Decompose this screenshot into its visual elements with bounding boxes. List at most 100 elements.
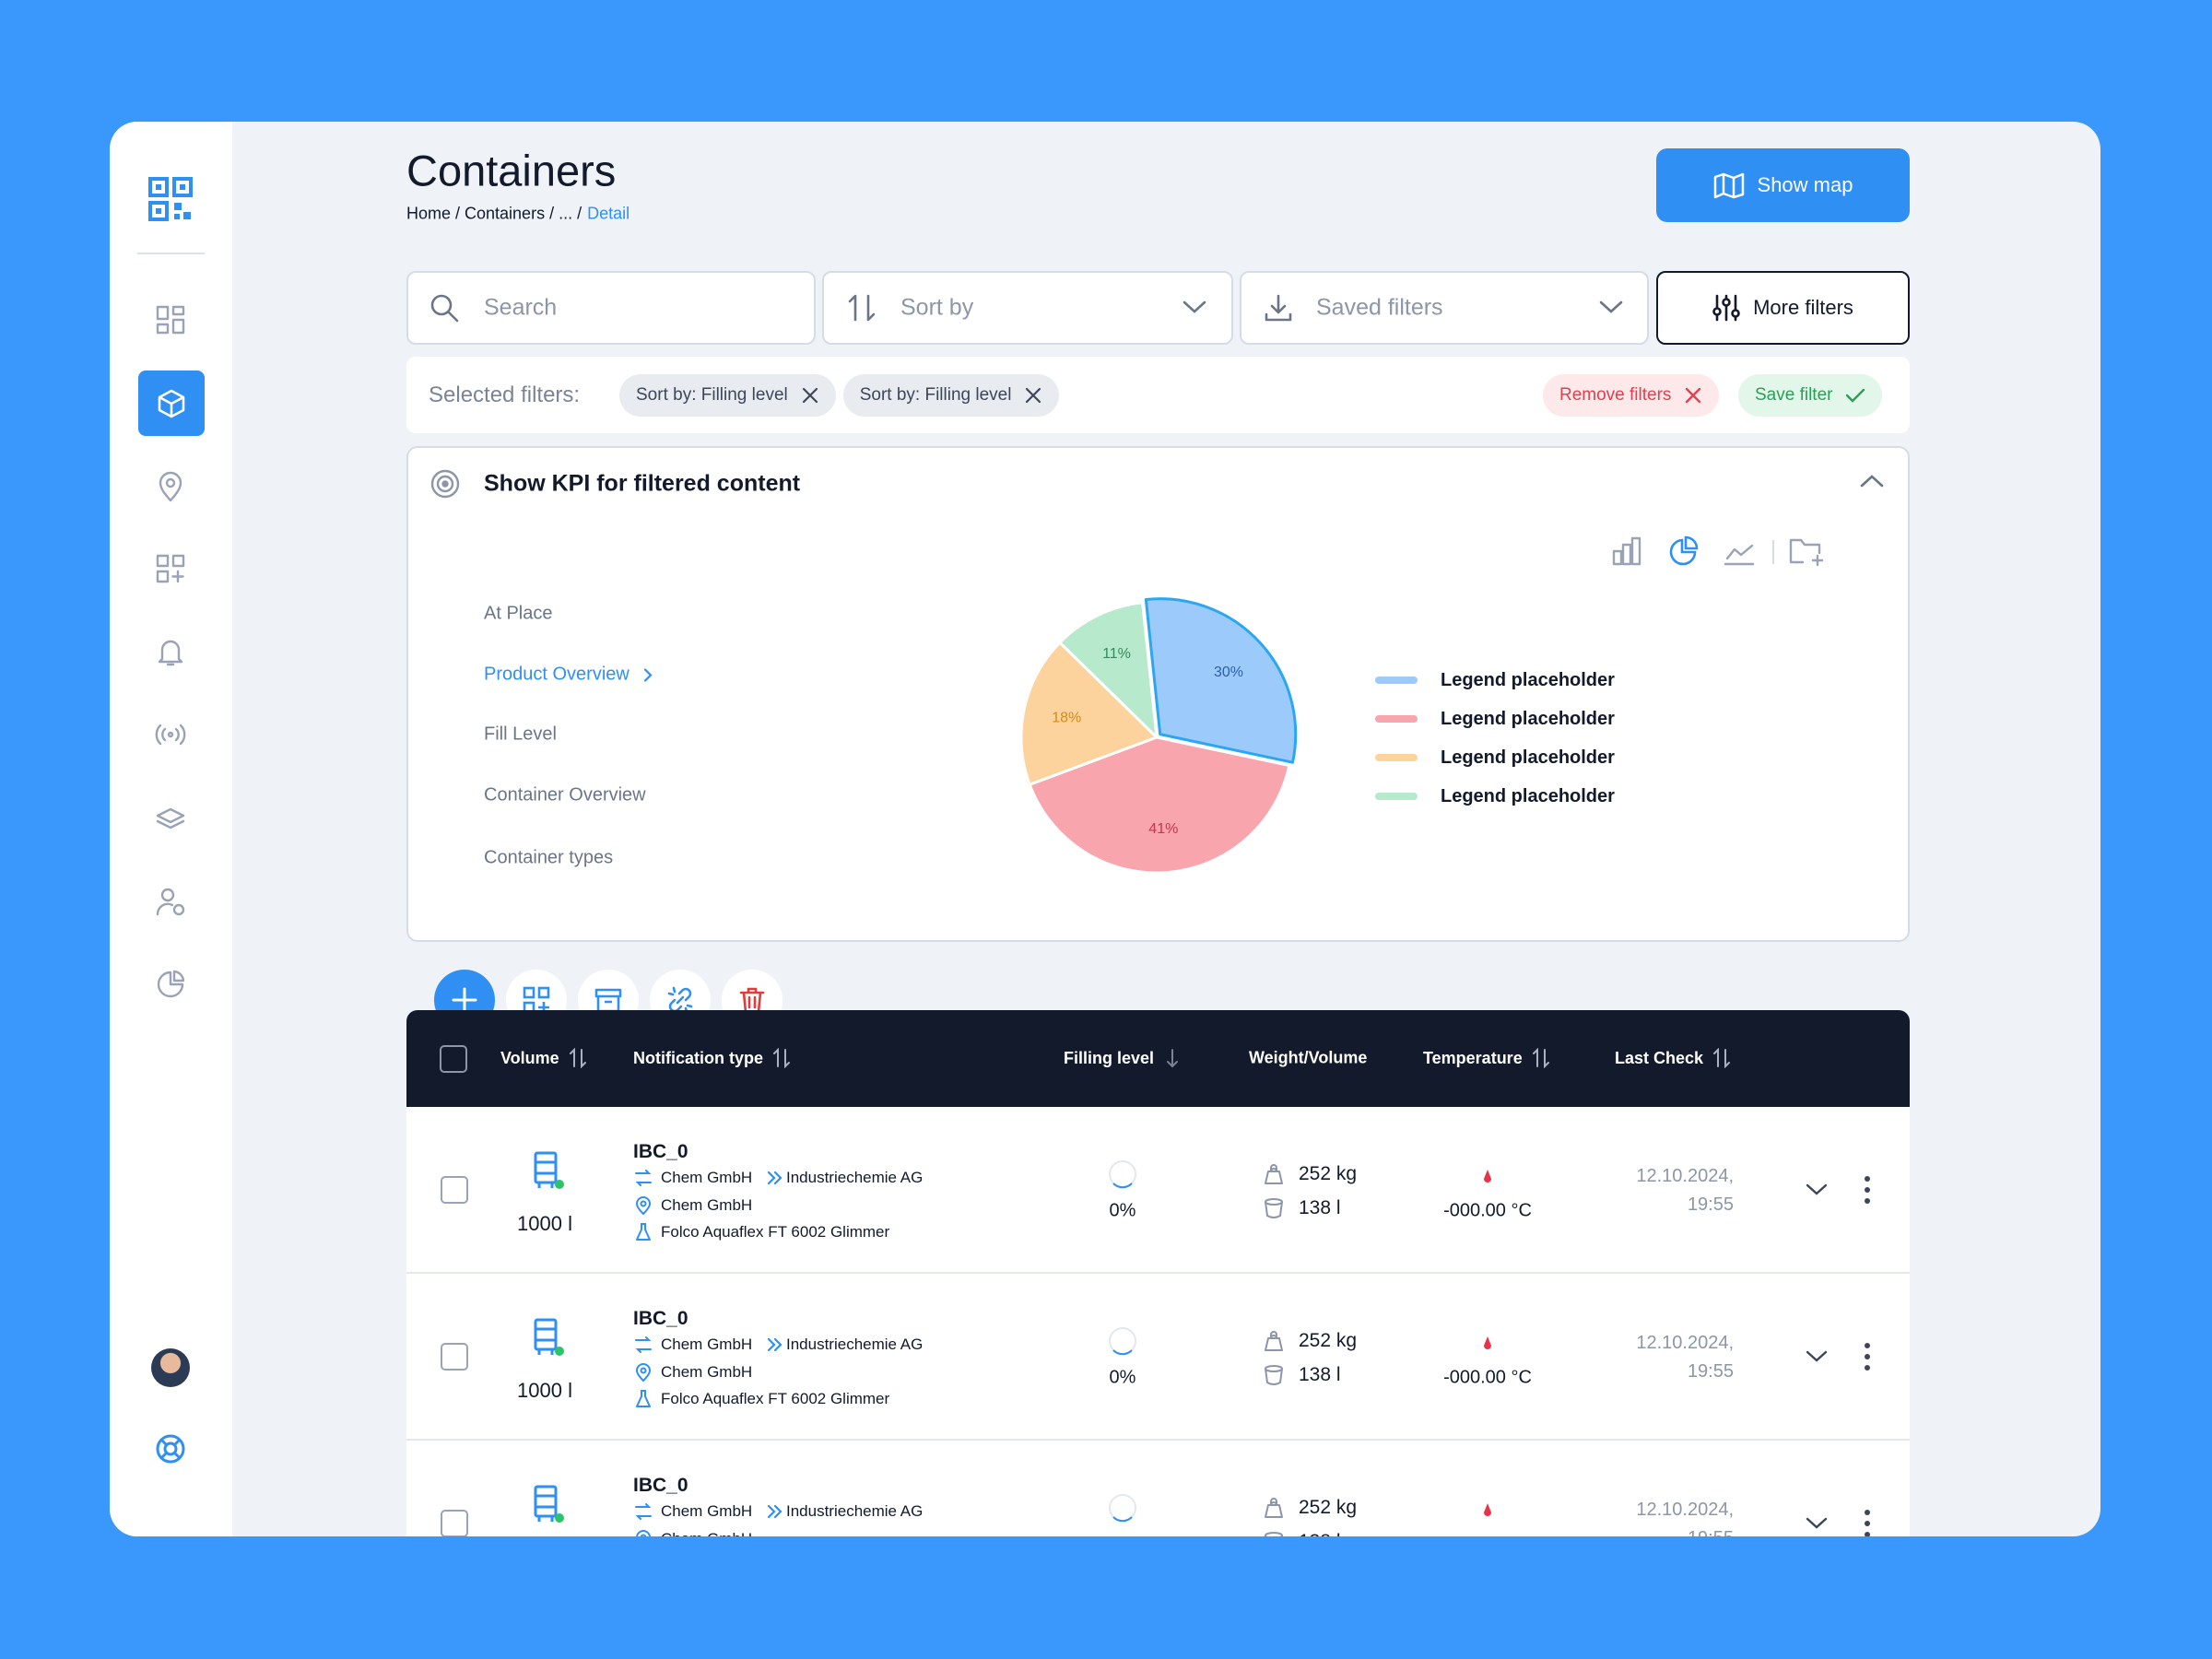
nav-dashboard[interactable] bbox=[154, 303, 187, 336]
nav-statistics[interactable] bbox=[154, 968, 187, 1001]
nav-locations[interactable] bbox=[154, 470, 187, 503]
kpi-menu-item[interactable]: At Place bbox=[484, 603, 553, 624]
route-arrow bbox=[767, 1171, 782, 1185]
content: 138 l bbox=[1299, 1531, 1341, 1536]
save-filter-button[interactable]: Save filter bbox=[1738, 374, 1883, 417]
search-input[interactable] bbox=[406, 271, 816, 345]
filling-gauge bbox=[1109, 1327, 1136, 1356]
filter-chip-label: Sort by: Filling level bbox=[636, 385, 788, 405]
column-header[interactable]: Weight/Volume bbox=[1249, 1049, 1367, 1068]
pie-value-label: 30% bbox=[1214, 665, 1243, 680]
legend-label: Legend placeholder bbox=[1441, 669, 1615, 690]
row-checkbox[interactable] bbox=[441, 1343, 468, 1371]
sliders-icon bbox=[1712, 294, 1740, 322]
location: Chem GmbH bbox=[661, 1530, 752, 1536]
user-avatar[interactable] bbox=[151, 1348, 190, 1387]
saved-filters-select[interactable] bbox=[1240, 271, 1649, 345]
sort-icon[interactable] bbox=[1532, 1048, 1550, 1068]
temperature-icon bbox=[1484, 1503, 1491, 1516]
column-header-label: Weight/Volume bbox=[1249, 1048, 1368, 1067]
pie-chart-icon[interactable] bbox=[1669, 535, 1699, 566]
selected-filters-label: Selected filters: bbox=[429, 382, 581, 407]
row-menu[interactable] bbox=[1863, 1342, 1872, 1371]
show-map-button[interactable]: Show map bbox=[1656, 148, 1910, 222]
legend-item: Legend placeholder bbox=[1375, 738, 1615, 777]
sort-icon[interactable] bbox=[772, 1048, 791, 1068]
row-menu[interactable] bbox=[1863, 1509, 1872, 1536]
nav-add-widgets[interactable] bbox=[154, 552, 187, 585]
kpi-menu-item[interactable]: Container types bbox=[484, 847, 614, 868]
kpi-menu-item[interactable]: Fill Level bbox=[484, 724, 557, 745]
column-header[interactable]: Notification type bbox=[633, 1048, 791, 1068]
search-placeholder: Search bbox=[484, 294, 558, 321]
sort-icon[interactable] bbox=[1163, 1048, 1182, 1068]
saved-chevron bbox=[1599, 300, 1623, 313]
check-icon bbox=[1846, 388, 1865, 403]
filter-chip[interactable]: Sort by: Filling level bbox=[842, 374, 1060, 417]
content: 138 l bbox=[1299, 1197, 1341, 1218]
content-icon bbox=[1265, 1532, 1283, 1536]
nav-sensors[interactable] bbox=[154, 718, 187, 751]
legend-swatch bbox=[1375, 754, 1418, 761]
row-menu[interactable] bbox=[1863, 1175, 1872, 1205]
expand-chevron[interactable] bbox=[1805, 1182, 1829, 1198]
sort-icon[interactable] bbox=[1712, 1048, 1731, 1068]
container-icon bbox=[534, 1318, 564, 1356]
select-all-checkbox[interactable] bbox=[440, 1045, 467, 1073]
expand-chevron[interactable] bbox=[1805, 1348, 1829, 1365]
location: Chem GmbH bbox=[661, 1196, 753, 1214]
sort-placeholder: Sort by bbox=[900, 294, 974, 321]
pie-value-label: 41% bbox=[1148, 821, 1178, 837]
kpi-menu-item-active[interactable]: Product Overview bbox=[484, 665, 653, 686]
last-check: 12.10.2024, 19:55 bbox=[1636, 1333, 1734, 1382]
last-check: 12.10.2024, 19:55 bbox=[1636, 1500, 1734, 1536]
product: Folco Aquaflex FT 6002 Glimmer bbox=[661, 1223, 890, 1241]
expand-chevron[interactable] bbox=[1805, 1515, 1829, 1532]
column-header[interactable]: Volume bbox=[500, 1048, 587, 1068]
chip-remove-icon[interactable] bbox=[801, 386, 819, 405]
chip-remove-icon[interactable] bbox=[1024, 386, 1042, 405]
kpi-menu-item-label: Product Overview bbox=[484, 664, 629, 685]
folder-add-icon[interactable] bbox=[1789, 538, 1824, 567]
pie-slice bbox=[1058, 601, 1159, 739]
table-body: 1000 l IBC_0 Chem GmbH Industriechemie AG Ch… bbox=[406, 1107, 1910, 1536]
filter-chip[interactable]: Sort by: Filling level bbox=[619, 374, 836, 417]
sort-select[interactable] bbox=[822, 271, 1233, 345]
remove-filters-button[interactable]: Remove filters bbox=[1543, 374, 1720, 417]
breadcrumb-path[interactable]: Home / Containers / ... / bbox=[406, 204, 582, 223]
nav-layers[interactable] bbox=[154, 802, 187, 835]
column-header-label: Notification type bbox=[633, 1048, 764, 1067]
row-checkbox[interactable] bbox=[441, 1510, 468, 1536]
filling-level: 0% bbox=[1110, 1535, 1136, 1537]
column-header-label: Temperature bbox=[1423, 1048, 1523, 1067]
nav-support[interactable] bbox=[154, 1432, 187, 1465]
container-volume: 1000 l bbox=[517, 1212, 572, 1235]
legend-item: Legend placeholder bbox=[1375, 700, 1615, 738]
row-checkbox[interactable] bbox=[441, 1176, 468, 1204]
sort-icon[interactable] bbox=[569, 1048, 587, 1068]
collapse-chevron[interactable] bbox=[1859, 473, 1885, 489]
bar-chart-icon[interactable] bbox=[1612, 536, 1641, 566]
nav-users[interactable] bbox=[154, 885, 187, 918]
nav-containers-icon[interactable] bbox=[155, 387, 188, 420]
pie-legend: Legend placeholder Legend placeholder Lege… bbox=[1375, 661, 1615, 816]
table-header: Volume Notification type Filling level Weig… bbox=[406, 1010, 1910, 1107]
route-from: Chem GmbH bbox=[661, 1335, 753, 1353]
container-icon bbox=[534, 1151, 564, 1189]
column-header[interactable]: Temperature bbox=[1423, 1048, 1550, 1068]
line-chart-icon[interactable] bbox=[1724, 544, 1755, 566]
nav-notifications[interactable] bbox=[154, 635, 187, 668]
container-type: IBC_0 bbox=[633, 1475, 688, 1496]
route-from: Chem GmbH bbox=[661, 1502, 753, 1520]
product-icon bbox=[636, 1390, 651, 1407]
column-header[interactable]: Filling level bbox=[1064, 1048, 1182, 1068]
filling-level: 0% bbox=[1109, 1367, 1136, 1388]
kpi-menu-item[interactable]: Container Overview bbox=[484, 784, 646, 806]
temperature-icon bbox=[1484, 1336, 1491, 1349]
more-filters-button[interactable]: More filters bbox=[1656, 271, 1910, 345]
column-header[interactable]: Last Check bbox=[1615, 1048, 1731, 1068]
